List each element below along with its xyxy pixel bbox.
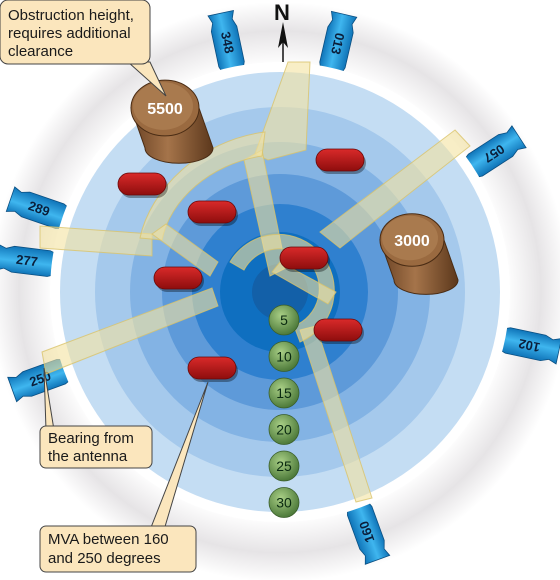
range-marker-10: 10 [268,341,300,372]
range-marker-label: 5 [280,312,288,328]
mva-marker [187,200,238,226]
range-marker-label: 15 [276,385,292,401]
bearing-tab-label: 289 [26,198,51,219]
corridor-spoke-east [271,261,337,305]
range-marker-label: 30 [276,495,292,511]
north-arrow-icon [278,22,288,48]
mva-marker [313,318,364,344]
range-marker-label: 25 [276,458,292,474]
mva-marker [279,246,330,272]
range-marker-25: 25 [268,450,300,482]
callout-obstruction-line-2: requires additional [8,25,131,42]
range-marker-15: 15 [268,377,300,409]
range-marker-label: 10 [276,349,292,365]
callout-mva-box [39,525,197,573]
callout-bearing-box [39,425,153,469]
corridor-spoke-west [151,223,219,277]
bearing-tab-label: 102 [517,336,541,355]
corridor-057 [319,129,471,249]
mva-marker [315,148,366,174]
callout-obstruction-line-1: Obstruction height, [8,7,134,24]
mva-marker [187,356,238,382]
bearing-tab-277: 277 [0,243,67,280]
mva-marker [117,172,168,198]
callout-obstruction-box [0,0,151,65]
callout-mva-line-2: and 250 degrees [48,550,161,567]
range-marker-30: 30 [268,487,300,518]
range-markers: 5 10 15 20 25 30 [268,304,300,518]
north-label: N [274,0,290,25]
range-marker-5: 5 [268,304,300,336]
callout-bearing-line-2: the antenna [48,448,128,465]
obstruction-5500: 5500 [130,79,214,164]
bearing-tab-label: 013 [328,31,347,56]
callout-mva: MVA between 160 and 250 degrees [39,381,209,573]
callout-obstruction-line-3: clearance [8,43,73,60]
sector-corridors [39,61,471,503]
callout-bearing-line-1: Bearing from [48,430,134,447]
callout-obstruction: Obstruction height, requires additional … [0,0,167,97]
callout-mva-line-1: MVA between 160 [48,531,169,548]
corridor-250 [41,287,219,375]
corridor-277 [39,225,153,257]
range-marker-label: 20 [276,422,292,438]
bearing-tab-label: 277 [15,252,38,270]
obstruction-label: 5500 [147,101,183,118]
obstruction-3000: 3000 [379,213,459,295]
obstruction-label: 3000 [394,233,430,250]
bearing-tab-label: 160 [356,519,378,545]
range-marker-20: 20 [268,414,300,445]
bearing-tab-label: 348 [218,30,237,54]
mva-marker [153,266,204,292]
mva-markers [117,148,366,382]
obstructions: 5500 3000 [130,79,459,295]
callout-bearing: Bearing from the antenna [39,367,153,469]
north-arrow: N [274,0,290,62]
